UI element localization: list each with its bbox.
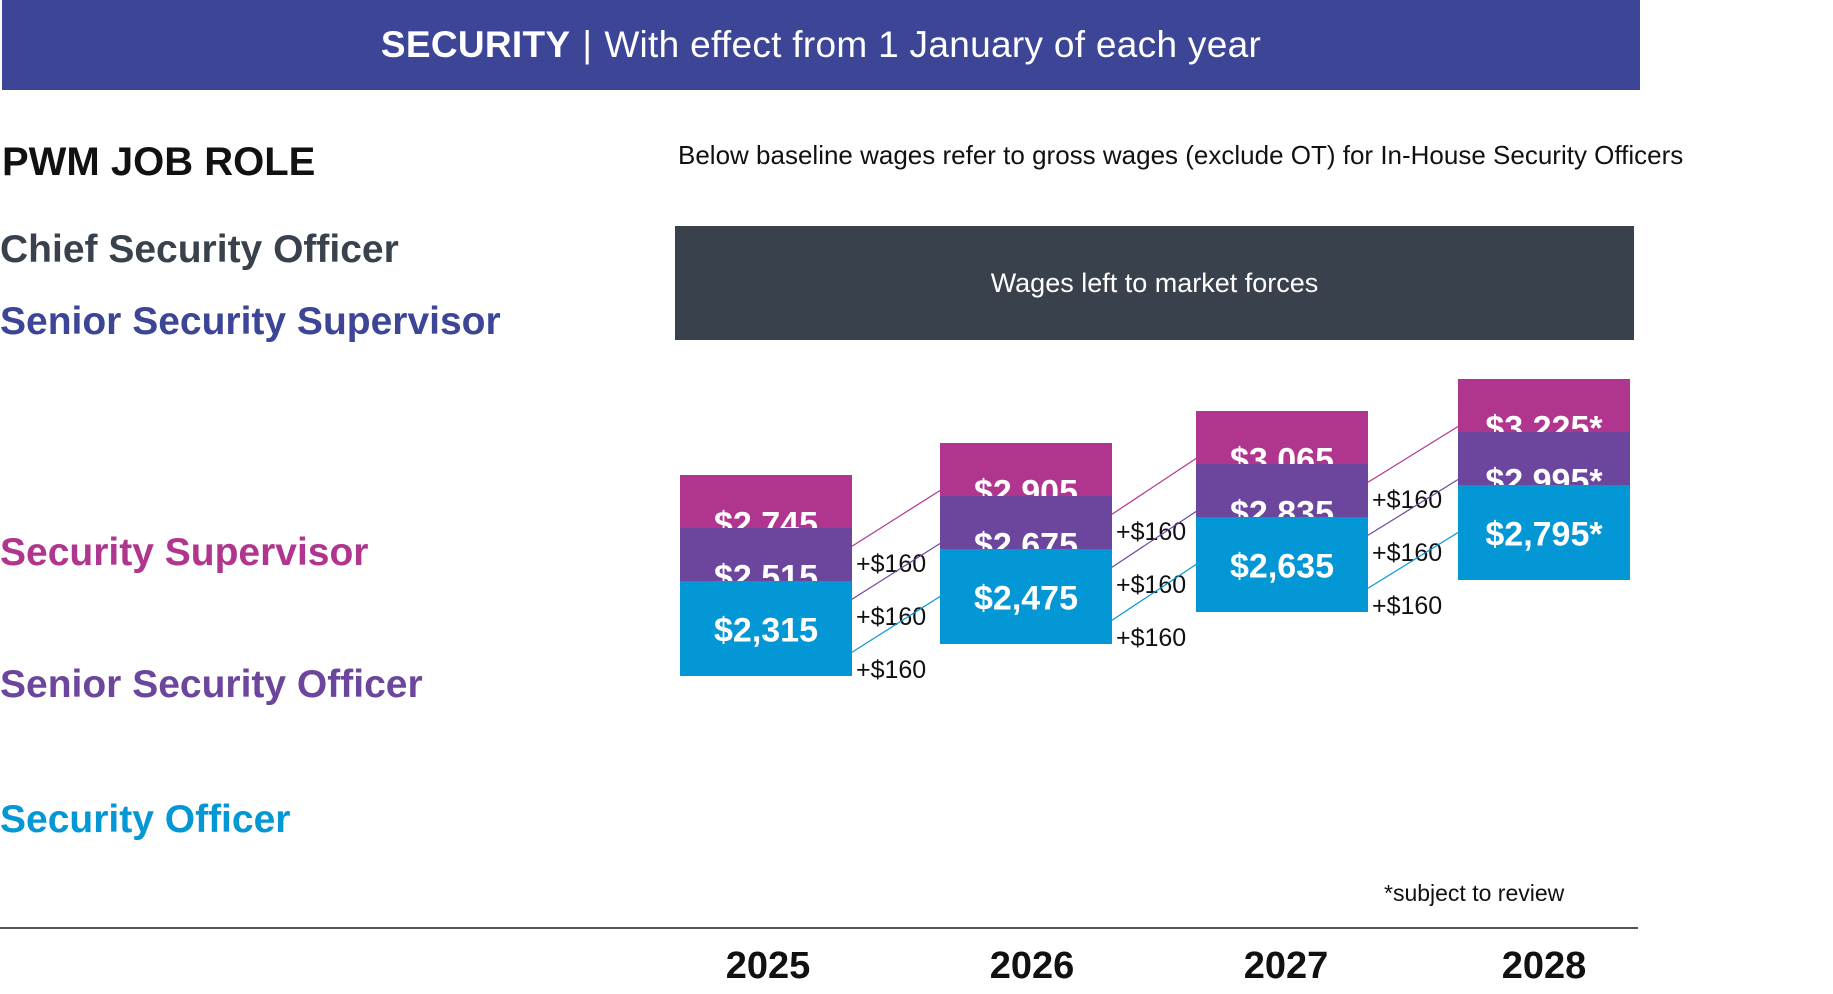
baseline-wage-note: Below baseline wages refer to gross wage… [678,140,1684,170]
security-officer-value-label-2025: $2,315 [714,612,818,650]
role-security-supervisor: Security Supervisor [0,531,369,574]
security-officer-value-label-2027: $2,635 [1230,548,1334,586]
senior-security-officer-increment-label-2027: +$160 [1372,539,1442,567]
year-label-2028: 2028 [1501,945,1587,987]
role-security-officer: Security Officer [0,798,291,841]
senior-security-officer-connector-2025 [851,542,941,600]
year-label-2027: 2027 [1243,945,1329,987]
security-officer-connector-2025 [851,595,941,653]
header-separator: | [582,24,593,65]
security-officer-increment-label-2027: +$160 [1372,592,1442,620]
market-forces-band: Wages left to market forces [675,226,1634,340]
security-officer-bar-2026 [940,549,1112,644]
security-officer-bar-2027 [1196,517,1368,612]
senior-security-officer-increment-label-2025: +$160 [856,603,926,631]
senior-security-officer-connector-2027 [1367,478,1459,536]
security-officer-connector-2027 [1367,531,1459,589]
security-officer-connector-2026 [1111,564,1197,621]
security-supervisor-increment-label-2025: +$160 [856,550,926,578]
baseline-rule [0,927,1638,929]
header-title-rest: With effect from 1 January of each year [604,24,1262,65]
security-officer-bar-2025 [680,581,852,676]
security-officer-bar-2028 [1458,485,1630,580]
senior-security-officer-connector-2026 [1111,511,1197,568]
header-banner: SECURITY | With effect from 1 January of… [2,0,1640,90]
roles-heading: PWM JOB ROLE [2,140,316,184]
role-chief-security-officer: Chief Security Officer [0,228,399,271]
role-senior-security-supervisor: Senior Security Supervisor [0,300,501,343]
role-senior-security-officer: Senior Security Officer [0,663,423,706]
market-forces-label: Wages left to market forces [990,267,1319,298]
security-supervisor-connector-2027 [1367,425,1459,483]
security-supervisor-increment-label-2027: +$160 [1372,486,1442,514]
security-supervisor-connector-2025 [851,489,941,547]
header-title-strong: SECURITY [380,24,571,65]
security-supervisor-connector-2026 [1111,458,1197,515]
security-officer-value-label-2026: $2,475 [974,580,1078,618]
year-label-2025: 2025 [725,945,811,987]
security-officer-value-label-2028: $2,795* [1485,516,1603,554]
security-officer-increment-label-2026: +$160 [1116,624,1186,652]
subject-to-review-footnote: *subject to review [1384,880,1565,906]
security-officer-increment-label-2025: +$160 [856,656,926,684]
year-label-2026: 2026 [989,945,1075,987]
